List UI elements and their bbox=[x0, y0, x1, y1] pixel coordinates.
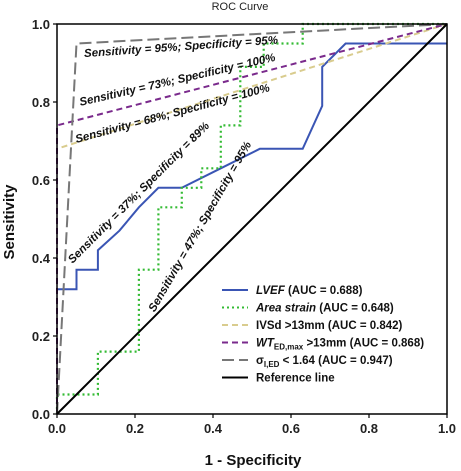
x-tick-label: 0.6 bbox=[282, 421, 300, 436]
y-axis-label: Sensitivity bbox=[1, 184, 18, 260]
series-line-sigma_i_ed bbox=[56, 23, 448, 415]
y-tick-label: 0.6 bbox=[32, 173, 50, 188]
x-tick-label: 0.4 bbox=[204, 421, 223, 436]
chart-title: ROC Curve bbox=[212, 1, 269, 13]
x-tick-label: 1.0 bbox=[438, 421, 456, 436]
y-tick-label: 0.4 bbox=[32, 251, 51, 266]
legend-entry-wt_ed_max: WTED,max >13mm (AUC = 0.868) bbox=[256, 338, 424, 352]
legend-entry-area_strain: Area strain (AUC = 0.648) bbox=[255, 303, 394, 315]
legend-entry-reference: Reference line bbox=[256, 373, 335, 385]
x-axis-label: 1 - Specificity bbox=[205, 452, 302, 469]
y-tick-label: 0.0 bbox=[32, 407, 50, 422]
plot-frame bbox=[56, 23, 448, 415]
series-line-reference bbox=[56, 23, 448, 415]
y-tick-label: 0.8 bbox=[32, 95, 50, 110]
legend: LVEF (AUC = 0.688) Area strain (AUC = 0.6… bbox=[222, 285, 424, 385]
y-tick-label: 1.0 bbox=[32, 17, 50, 32]
y-tick-label: 0.2 bbox=[32, 329, 50, 344]
x-tick-label: 0.2 bbox=[126, 421, 144, 436]
series-line-area_strain bbox=[55, 22, 447, 414]
axes: 0.0 0.2 0.4 0.6 0.8 1.0 0.0 0.2 0.4 0.6 0.8 1.0 bbox=[32, 17, 456, 436]
legend-entry-ivsd: IVSd >13mm (AUC = 0.842) bbox=[256, 320, 403, 332]
legend-entry-lvef: LVEF (AUC = 0.688) bbox=[256, 285, 363, 297]
x-tick-label: 0.0 bbox=[48, 421, 66, 436]
x-tick-label: 0.8 bbox=[360, 421, 378, 436]
legend-entry-sigma_i_ed: σI,ED < 1.64 (AUC = 0.947) bbox=[256, 355, 393, 369]
